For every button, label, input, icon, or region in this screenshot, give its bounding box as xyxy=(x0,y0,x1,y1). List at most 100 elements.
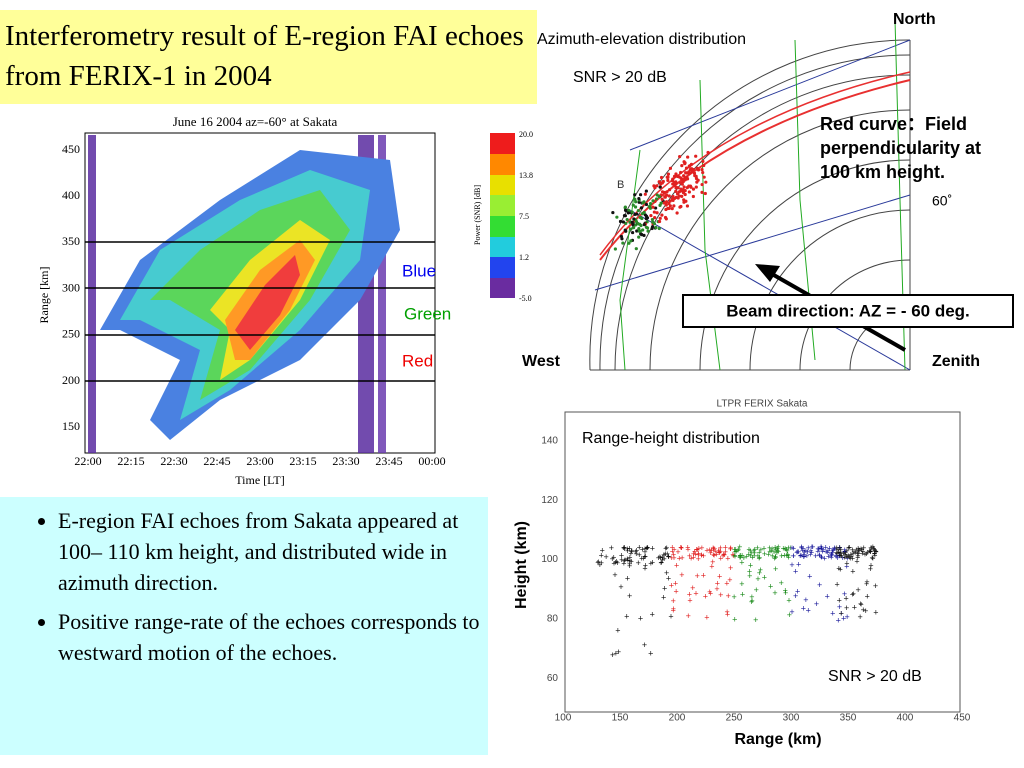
echo-cross: + xyxy=(752,544,757,554)
echo-dot xyxy=(673,183,677,188)
echo-cross: + xyxy=(801,552,806,562)
echo-cross: + xyxy=(842,547,847,557)
echo-cross: + xyxy=(625,546,630,556)
echo-cross: + xyxy=(728,543,733,553)
echo-cross: + xyxy=(731,551,736,561)
echo-cross: + xyxy=(839,609,844,619)
echo-dot xyxy=(627,241,631,245)
echo-cross: + xyxy=(641,554,646,564)
echo-dot xyxy=(655,211,659,215)
echo-cross: + xyxy=(853,547,858,557)
echo-dot xyxy=(684,166,689,170)
echo-dot xyxy=(685,171,689,175)
echo-dot xyxy=(664,207,668,212)
echo-cross: + xyxy=(772,588,777,598)
echo-cross: + xyxy=(613,648,618,658)
echo-cross: + xyxy=(787,610,792,620)
echo-cross: + xyxy=(836,548,841,558)
echo-cross: + xyxy=(648,559,653,569)
echo-cross: + xyxy=(791,551,796,561)
echo-cross: + xyxy=(795,587,800,597)
echo-cross: + xyxy=(714,550,719,560)
echo-dot xyxy=(623,206,627,210)
echo-cross: + xyxy=(834,547,839,557)
echo-dot xyxy=(687,164,691,168)
echo-cross: + xyxy=(869,553,874,563)
echo-cross: + xyxy=(755,574,760,584)
echo-dot xyxy=(629,239,633,243)
echo-dot xyxy=(635,229,639,233)
echo-cross: + xyxy=(796,547,801,557)
echo-cross: + xyxy=(856,545,861,555)
rh-snr: SNR > 20 dB xyxy=(828,668,922,685)
echo-cross: + xyxy=(648,649,653,659)
echo-cross: + xyxy=(750,596,755,606)
echo-cross: + xyxy=(679,543,684,553)
rh-echoes: + ++++++++++++++++++++++ +++++++++++++++++… xyxy=(595,542,879,660)
echo-cross: + xyxy=(779,578,784,588)
echo-dot xyxy=(682,185,686,189)
echo-cross: + xyxy=(748,551,753,561)
rh-x-tick: 250 xyxy=(726,713,743,724)
echo-cross: + xyxy=(628,548,633,558)
echo-dot xyxy=(690,170,694,174)
echo-cross: + xyxy=(783,588,788,598)
echo-dot xyxy=(701,170,705,175)
echo-cross: + xyxy=(629,557,634,567)
echo-dot xyxy=(679,181,683,185)
echo-dot xyxy=(637,235,641,239)
echo-cross: + xyxy=(801,551,806,561)
echo-cross: + xyxy=(774,548,779,558)
echo-dot xyxy=(658,181,663,185)
echo-cross: + xyxy=(844,546,849,556)
west-label: West xyxy=(522,353,561,370)
echo-cross: + xyxy=(844,551,849,561)
echo-dot xyxy=(644,216,648,221)
echo-cross: + xyxy=(642,564,647,574)
echo-dot xyxy=(680,163,684,168)
echo-cross: + xyxy=(871,543,876,553)
echo-cross: + xyxy=(868,561,873,571)
echo-cross: + xyxy=(616,647,621,657)
echo-cross: + xyxy=(615,558,620,568)
echo-dot xyxy=(675,174,679,178)
echo-cross: + xyxy=(739,579,744,589)
echo-cross: + xyxy=(825,548,830,558)
echo-cross: + xyxy=(784,545,789,555)
echo-cross: + xyxy=(696,554,701,564)
echo-dot xyxy=(672,174,677,179)
echo-cross: + xyxy=(642,640,647,650)
echo-cross: + xyxy=(733,544,738,554)
echo-cross: + xyxy=(795,547,800,557)
echo-cross: + xyxy=(686,611,691,621)
echo-cross: + xyxy=(610,650,615,660)
echo-cross: + xyxy=(711,544,716,554)
echo-cross: + xyxy=(835,553,840,563)
echo-dot xyxy=(662,201,666,205)
echo-cross: + xyxy=(619,555,624,565)
echo-cross: + xyxy=(825,546,830,556)
echo-cross: + xyxy=(687,596,692,606)
echo-dot xyxy=(690,167,694,171)
echo-dot xyxy=(636,222,640,226)
echo-cross: + xyxy=(837,551,842,561)
echo-cross: + xyxy=(771,547,776,557)
echo-cross: + xyxy=(872,548,877,558)
polar-echoes xyxy=(611,150,710,251)
echo-cross: + xyxy=(715,578,720,588)
echo-cross: + xyxy=(627,556,632,566)
echo-cross: + xyxy=(846,551,851,561)
echo-cross: + xyxy=(772,542,777,552)
echo-cross: + xyxy=(762,549,767,559)
echo-dot xyxy=(632,217,636,221)
echo-cross: + xyxy=(637,543,642,553)
echo-cross: + xyxy=(838,609,843,619)
echo-dot xyxy=(670,179,674,183)
echo-cross: + xyxy=(800,544,805,554)
echo-dot xyxy=(629,227,633,231)
echo-cross: + xyxy=(627,544,632,554)
echo-cross: + xyxy=(850,567,855,577)
echo-cross: + xyxy=(600,545,605,555)
echo-dot xyxy=(654,225,658,230)
rh-y-tick: 140 xyxy=(541,436,558,447)
